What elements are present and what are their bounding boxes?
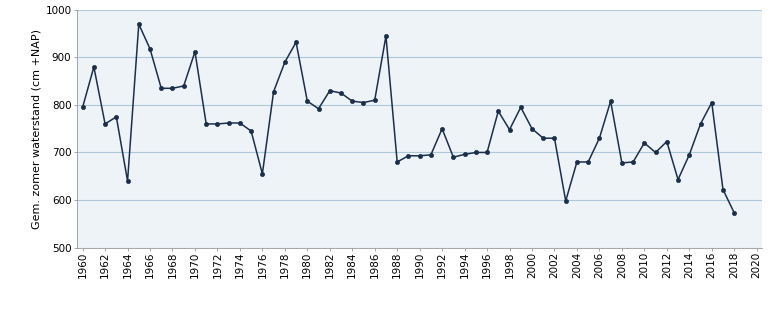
Y-axis label: Gem. zomer waterstand (cm +NAP): Gem. zomer waterstand (cm +NAP) (31, 29, 41, 229)
